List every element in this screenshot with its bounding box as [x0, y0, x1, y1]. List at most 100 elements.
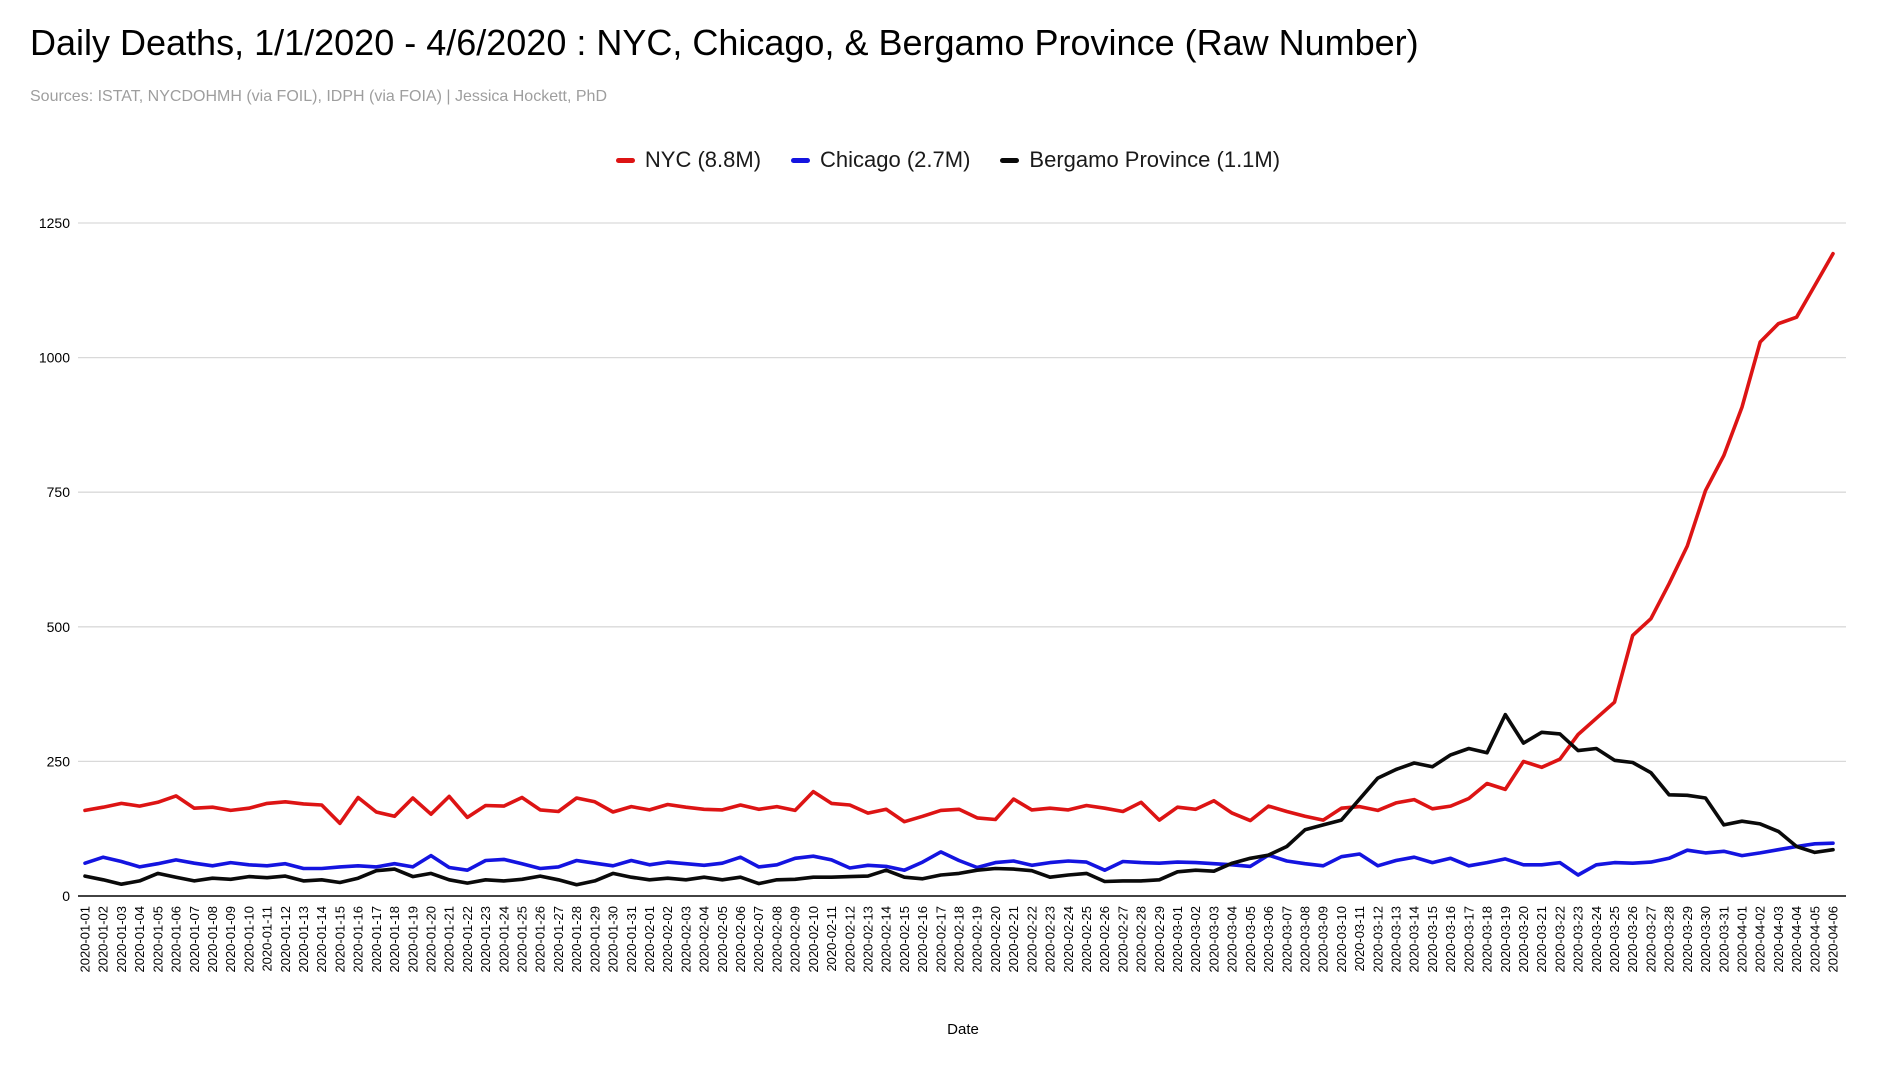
x-tick-label: 2020-01-07	[187, 906, 202, 973]
x-tick-label: 2020-02-03	[678, 906, 693, 973]
x-tick-label: 2020-02-13	[860, 906, 875, 973]
chicago-line	[83, 841, 1835, 877]
x-tick-label: 2020-01-28	[569, 906, 584, 973]
x-tick-label: 2020-01-31	[624, 906, 639, 973]
x-tick-label: 2020-03-23	[1571, 906, 1586, 973]
x-tick-label: 2020-03-04	[1225, 906, 1240, 973]
x-tick-label: 2020-03-11	[1352, 906, 1367, 972]
y-tick-label: 1000	[39, 350, 70, 366]
y-tick-label: 250	[47, 753, 71, 769]
x-tick-label: 2020-01-25	[515, 906, 530, 973]
bergamo-series-swatch-icon	[1000, 157, 1020, 163]
x-tick-label: 2020-03-20	[1516, 906, 1531, 973]
x-tick-label: 2020-01-19	[405, 906, 420, 973]
x-tick-label: 2020-03-12	[1370, 906, 1385, 973]
x-tick-label: 2020-01-23	[478, 906, 493, 973]
x-tick-label: 2020-04-03	[1771, 906, 1786, 973]
x-tick-label: 2020-01-08	[205, 906, 220, 973]
x-tick-label: 2020-01-15	[332, 906, 347, 973]
x-tick-label: 2020-01-11	[260, 906, 275, 972]
x-tick-label: 2020-02-11	[824, 906, 839, 972]
x-tick-label: 2020-02-20	[988, 906, 1003, 973]
x-tick-label: 2020-02-01	[642, 906, 657, 973]
bergamo-line	[83, 712, 1835, 887]
x-tick-label: 2020-01-20	[423, 906, 438, 973]
x-tick-label: 2020-01-14	[314, 906, 329, 973]
x-tick-label: 2020-02-08	[769, 906, 784, 973]
x-tick-label: 2020-03-21	[1534, 906, 1549, 973]
legend-label-nyc: NYC (8.8M)	[644, 147, 762, 172]
x-tick-label: 2020-02-04	[697, 906, 712, 973]
x-tick-label: 2020-02-10	[806, 906, 821, 973]
x-tick-label: 2020-02-27	[1115, 906, 1130, 973]
chicago-series-swatch-icon	[791, 157, 811, 163]
x-tick-label: 2020-02-24	[1061, 906, 1076, 973]
x-axis-title: Date	[947, 1021, 979, 1038]
x-tick-label: 2020-02-26	[1097, 906, 1112, 973]
x-tick-label: 2020-03-17	[1461, 906, 1476, 973]
x-tick-label: 2020-03-30	[1698, 906, 1713, 973]
chart-title: Daily Deaths, 1/1/2020 - 4/6/2020 : NYC,…	[30, 22, 1419, 63]
x-tick-label: 2020-04-06	[1826, 906, 1841, 973]
x-tick-label: 2020-04-02	[1753, 906, 1768, 973]
x-tick-label: 2020-03-03	[1206, 906, 1221, 973]
x-tick-label: 2020-01-09	[223, 906, 238, 973]
x-tick-label: 2020-03-14	[1407, 906, 1422, 973]
x-tick-label: 2020-03-29	[1680, 906, 1695, 973]
x-tick-label: 2020-03-09	[1316, 906, 1331, 973]
y-tick-label: 1250	[39, 215, 70, 231]
x-tick-label: 2020-01-03	[114, 906, 129, 973]
x-tick-label: 2020-02-12	[842, 906, 857, 973]
x-tick-label: 2020-01-06	[169, 906, 184, 973]
x-tick-label: 2020-03-28	[1662, 906, 1677, 973]
x-tick-label: 2020-03-31	[1716, 906, 1731, 973]
legend-label-chicago: Chicago (2.7M)	[820, 147, 971, 172]
x-tick-label: 2020-02-02	[660, 906, 675, 973]
x-tick-label: 2020-03-18	[1480, 906, 1495, 973]
x-tick-label: 2020-01-30	[606, 906, 621, 973]
x-tick-label: 2020-02-25	[1079, 906, 1094, 973]
x-tick-label: 2020-01-18	[387, 906, 402, 973]
x-tick-label: 2020-03-19	[1498, 906, 1513, 973]
x-tick-label: 2020-01-22	[460, 906, 475, 973]
x-tick-label: 2020-01-26	[533, 906, 548, 973]
chart-subtitle: Sources: ISTAT, NYCDOHMH (via FOIL), IDP…	[30, 88, 607, 105]
y-tick-label: 500	[47, 619, 71, 635]
x-tick-label: 2020-03-16	[1443, 906, 1458, 973]
x-tick-label: 2020-01-27	[551, 906, 566, 973]
x-tick-label: 2020-01-17	[369, 906, 384, 973]
x-tick-label: 2020-02-15	[897, 906, 912, 973]
y-tick-label: 750	[47, 484, 71, 500]
gridlines	[78, 222, 1846, 897]
x-tick-label: 2020-02-05	[715, 906, 730, 973]
x-tick-labels: 2020-01-01 2020-01-02 2020-01-03 2020-01-04…	[78, 906, 1841, 973]
x-tick-label: 2020-02-23	[1043, 906, 1058, 973]
x-tick-label: 2020-02-07	[751, 906, 766, 973]
x-tick-label: 2020-02-06	[733, 906, 748, 973]
x-tick-label: 2020-03-27	[1643, 906, 1658, 973]
y-tick-label: 0	[62, 888, 70, 904]
x-tick-label: 2020-01-13	[296, 906, 311, 973]
x-tick-label: 2020-01-10	[241, 906, 256, 973]
x-tick-label: 2020-02-28	[1134, 906, 1149, 973]
x-tick-label: 2020-03-25	[1607, 906, 1622, 973]
legend-item-nyc: NYC (8.8M)	[615, 147, 762, 173]
x-tick-label: 2020-01-02	[96, 906, 111, 973]
x-tick-label: 2020-03-07	[1279, 906, 1294, 973]
x-tick-label: 2020-01-16	[351, 906, 366, 973]
x-tick-label: 2020-03-02	[1188, 906, 1203, 973]
x-tick-label: 2020-04-05	[1807, 906, 1822, 973]
x-tick-label: 2020-01-05	[150, 906, 165, 973]
x-tick-label: 2020-03-08	[1297, 906, 1312, 973]
x-tick-label: 2020-03-05	[1243, 906, 1258, 973]
x-tick-label: 2020-01-01	[78, 906, 93, 973]
x-tick-label: 2020-03-24	[1589, 906, 1604, 973]
x-tick-label: 2020-02-21	[1006, 906, 1021, 973]
x-tick-label: 2020-01-12	[278, 906, 293, 973]
chart-legend: NYC (8.8M) Chicago (2.7M) Bergamo Provin…	[0, 147, 1896, 173]
nyc-line	[83, 251, 1835, 826]
x-tick-label: 2020-02-18	[952, 906, 967, 973]
x-tick-label: 2020-03-13	[1389, 906, 1404, 973]
x-tick-label: 2020-03-01	[1170, 906, 1185, 973]
